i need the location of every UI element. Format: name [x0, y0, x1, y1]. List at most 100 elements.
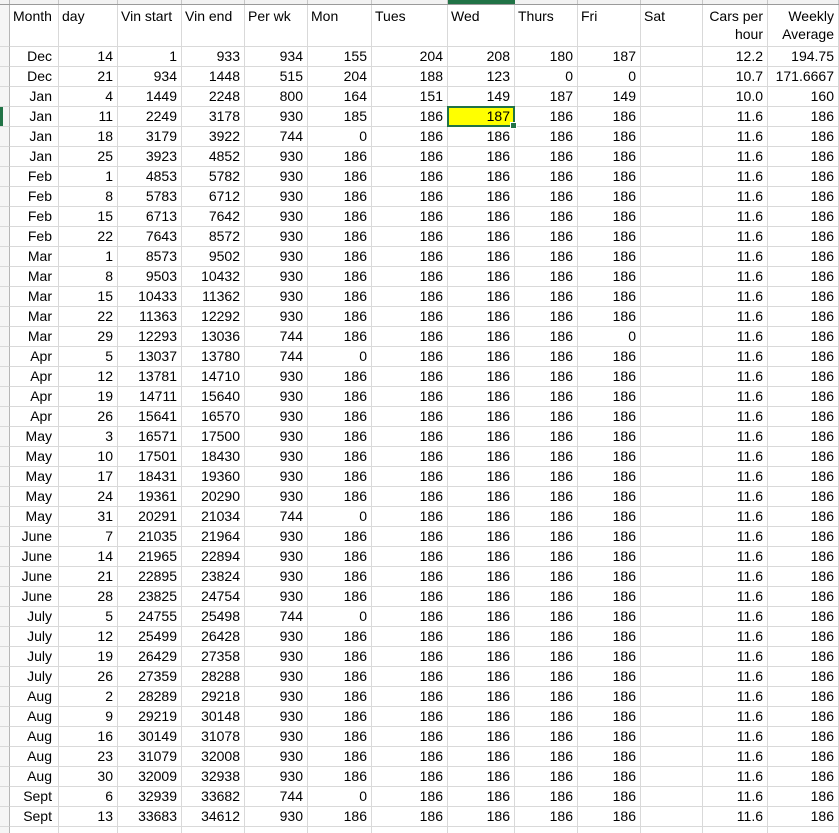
cell[interactable]: 164	[308, 87, 372, 107]
cell[interactable]: 186	[308, 707, 372, 727]
cell[interactable]: 186	[372, 167, 448, 187]
cell[interactable]: 186	[768, 127, 839, 147]
cell[interactable]: 10	[59, 447, 118, 467]
cell[interactable]: 186	[308, 427, 372, 447]
cell[interactable]: Mar	[10, 287, 59, 307]
cell[interactable]	[641, 467, 703, 487]
cell[interactable]: 13036	[182, 327, 245, 347]
cell[interactable]: 186	[768, 347, 839, 367]
cell[interactable]: 9	[59, 707, 118, 727]
cell[interactable]: 30	[59, 767, 118, 787]
cell[interactable]: 11.6	[703, 167, 768, 187]
cell[interactable]: Apr	[10, 407, 59, 427]
cell[interactable]: 186	[448, 267, 515, 287]
cell[interactable]: Aug	[10, 727, 59, 747]
cell[interactable]: 186	[578, 307, 641, 327]
cell[interactable]: 930	[245, 727, 308, 747]
cell[interactable]: 160	[768, 87, 839, 107]
cell[interactable]: Apr	[10, 387, 59, 407]
cell[interactable]	[641, 267, 703, 287]
cell[interactable]: 19361	[118, 487, 182, 507]
row-header-stub[interactable]	[0, 87, 10, 107]
cell[interactable]: 186	[578, 627, 641, 647]
cell[interactable]: 186	[372, 187, 448, 207]
cell[interactable]: 186	[515, 647, 578, 667]
cell[interactable]: 186	[578, 127, 641, 147]
cell[interactable]: 186	[372, 307, 448, 327]
cell[interactable]	[641, 627, 703, 647]
cell[interactable]	[641, 827, 703, 833]
cell[interactable]: 3922	[182, 127, 245, 147]
row-header-stub[interactable]	[0, 667, 10, 687]
cell[interactable]: 186	[308, 667, 372, 687]
cell[interactable]: 0	[308, 507, 372, 527]
column-header-stub-vin-start[interactable]	[118, 0, 182, 4]
cell[interactable]: 186	[578, 647, 641, 667]
cell[interactable]: 11.6	[703, 427, 768, 447]
cell[interactable]: 22895	[118, 567, 182, 587]
cell[interactable]: 186	[448, 667, 515, 687]
cell[interactable]: 186	[578, 407, 641, 427]
cell[interactable]: 11.6	[703, 347, 768, 367]
cell[interactable]: 6	[59, 787, 118, 807]
row-header-stub[interactable]	[0, 367, 10, 387]
cell[interactable]: 208	[448, 47, 515, 67]
cell[interactable]: 0	[308, 607, 372, 627]
cell[interactable]: 186	[372, 227, 448, 247]
cell[interactable]: 8	[59, 267, 118, 287]
cell[interactable]: 186	[768, 667, 839, 687]
cell[interactable]	[641, 127, 703, 147]
cell[interactable]: 930	[245, 367, 308, 387]
cell[interactable]: 186	[768, 807, 839, 827]
cell[interactable]: July	[10, 667, 59, 687]
cell[interactable]: 186	[578, 487, 641, 507]
cell[interactable]: 186	[372, 747, 448, 767]
cell[interactable]: 11.6	[703, 147, 768, 167]
cell[interactable]: 186	[515, 807, 578, 827]
cell[interactable]: 186	[308, 767, 372, 787]
cell[interactable]: 204	[372, 47, 448, 67]
cell[interactable]	[118, 827, 182, 833]
cell[interactable]: 186	[308, 367, 372, 387]
cell[interactable]	[641, 147, 703, 167]
cell[interactable]: 17	[59, 467, 118, 487]
cell[interactable]: 186	[308, 247, 372, 267]
cell[interactable]: 186	[515, 187, 578, 207]
cell[interactable]	[641, 767, 703, 787]
cell[interactable]: 29	[59, 327, 118, 347]
cell[interactable]: 186	[448, 587, 515, 607]
cell[interactable]: 186	[768, 187, 839, 207]
cell[interactable]: 11.6	[703, 207, 768, 227]
cell[interactable]	[641, 707, 703, 727]
cell[interactable]: 8	[59, 187, 118, 207]
cell[interactable]: 11.6	[703, 587, 768, 607]
header-cell-cars-per-hour[interactable]: Cars per hour	[703, 5, 768, 47]
cell[interactable]: 186	[515, 527, 578, 547]
cell[interactable]: 21035	[118, 527, 182, 547]
cell[interactable]: 186	[448, 167, 515, 187]
cell[interactable]: 187	[578, 47, 641, 67]
cell[interactable]	[641, 507, 703, 527]
cell[interactable]: 32939	[118, 787, 182, 807]
corner-stub[interactable]	[0, 0, 10, 4]
cell[interactable]: 11.6	[703, 747, 768, 767]
cell[interactable]: 186	[448, 627, 515, 647]
cell[interactable]: 11.6	[703, 247, 768, 267]
cell[interactable]: 186	[448, 607, 515, 627]
cell[interactable]: 22	[59, 307, 118, 327]
cell[interactable]: 744	[245, 607, 308, 627]
cell[interactable]: 28	[59, 587, 118, 607]
cell[interactable]: 19360	[182, 467, 245, 487]
cell[interactable]: 186	[372, 807, 448, 827]
cell[interactable]: 3	[59, 427, 118, 447]
cell[interactable]: 186	[515, 207, 578, 227]
cell[interactable]	[641, 787, 703, 807]
cell[interactable]: 186	[768, 427, 839, 447]
row-header-stub[interactable]	[0, 467, 10, 487]
cell[interactable]: 515	[245, 67, 308, 87]
cell[interactable]: 930	[245, 647, 308, 667]
cell[interactable]: 186	[372, 687, 448, 707]
cell[interactable]: 187	[515, 87, 578, 107]
cell[interactable]: 186	[448, 227, 515, 247]
cell[interactable]: 186	[578, 367, 641, 387]
